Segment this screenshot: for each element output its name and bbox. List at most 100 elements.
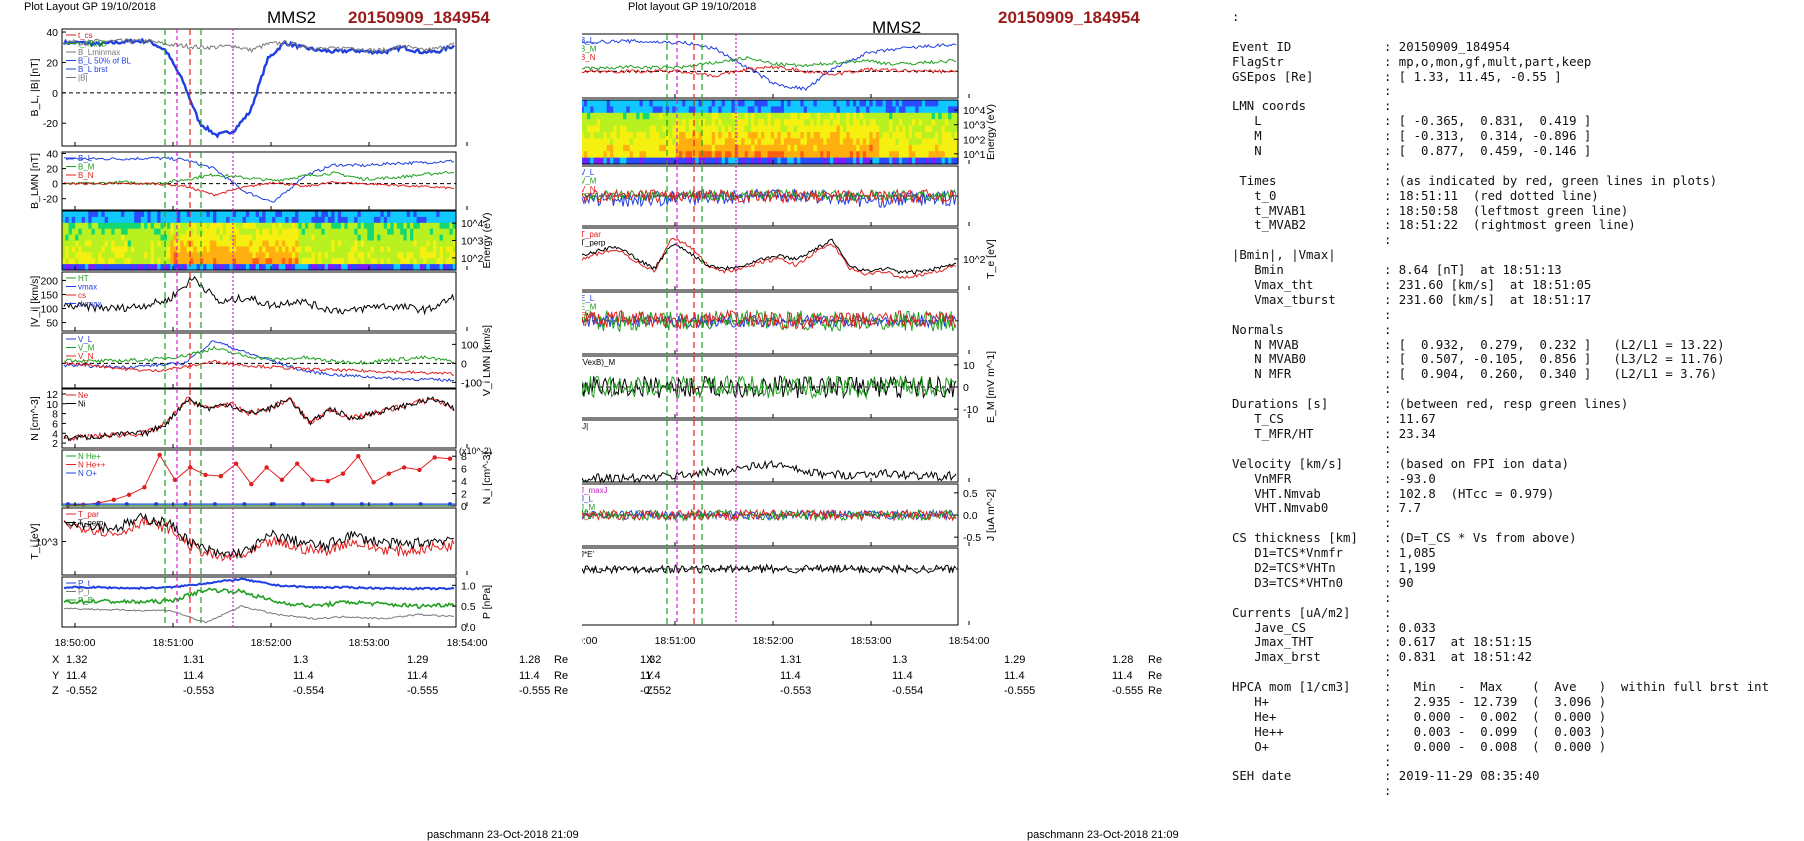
spectrogram-cell <box>698 100 703 107</box>
spectrogram-cell <box>114 228 119 236</box>
spectrogram-cell <box>75 211 80 218</box>
spectrogram-cell <box>582 144 585 152</box>
info-row: FlagStr: mp,o,mon,gf,mult,part,keep <box>1232 55 1769 70</box>
spectrogram-cell <box>288 234 293 242</box>
spectrogram-cell <box>829 138 834 146</box>
spectrogram-cell <box>872 100 877 107</box>
spectrogram-cell <box>718 138 723 146</box>
spectrogram-cell <box>688 151 693 159</box>
spectrogram-cell <box>327 258 332 265</box>
info-key: T_MFR/HT <box>1232 426 1314 441</box>
spectrogram-cell <box>127 222 132 230</box>
spectrogram-cell <box>912 157 916 165</box>
spectrogram-cell <box>869 125 874 133</box>
spectrogram-cell <box>111 240 116 247</box>
legend-label: V_N <box>78 352 94 361</box>
spectrogram-cell <box>879 112 884 120</box>
spectrogram-cell <box>646 144 650 152</box>
spectrogram-cell <box>419 216 424 224</box>
spectrogram-cell <box>925 144 930 152</box>
spectrogram-cell <box>715 106 719 114</box>
spectrogram-cell <box>396 228 401 236</box>
spectrogram-cell <box>357 222 362 230</box>
spectrogram-cell <box>65 222 70 230</box>
spectrogram-cell <box>167 216 171 224</box>
spectrogram-cell <box>334 228 339 236</box>
spectrogram-cell <box>160 246 165 253</box>
spectrogram-cell <box>797 119 801 127</box>
spectrogram-cell <box>669 112 673 120</box>
spectrogram-cell <box>327 264 332 271</box>
spectrogram-cell <box>84 222 89 230</box>
spectrogram-cell <box>741 144 746 152</box>
spectrogram-cell <box>646 119 650 127</box>
spectrogram-cell <box>242 252 247 259</box>
spectrogram-cell <box>659 106 664 114</box>
spectrogram-cell <box>203 240 208 247</box>
spectrogram-cell <box>170 246 175 253</box>
spectrogram-cell <box>816 157 821 165</box>
spectrogram-cell <box>183 222 188 230</box>
spectrogram-cell <box>318 234 322 242</box>
spectrogram-cell <box>347 252 352 259</box>
spectrogram-cell <box>219 258 224 265</box>
spectrogram-cell <box>593 132 598 139</box>
spectrogram-cell <box>944 125 949 133</box>
spectrogram-cell <box>606 132 611 139</box>
spectrogram-cell <box>331 222 336 230</box>
spectrogram-cell <box>836 144 841 152</box>
info-value: : 102.8 (HTcc = 0.979) <box>1384 486 1555 501</box>
spectrogram-cell <box>682 119 687 127</box>
spectrogram-cell <box>396 258 401 265</box>
spectrogram-cell <box>813 100 818 107</box>
spectrogram-cell <box>304 216 309 224</box>
info-key: D1=TCS*Vnmfr <box>1232 546 1344 561</box>
spectrogram-cell <box>889 106 893 114</box>
spectrogram-cell <box>91 252 96 259</box>
spectrogram-cell <box>783 119 788 127</box>
spectrogram-cell <box>173 264 178 271</box>
spectrogram-cell <box>71 211 76 218</box>
spectrogram-cell <box>715 132 719 139</box>
spectrogram-cell <box>816 112 821 120</box>
spectrogram-cell <box>442 252 447 259</box>
y-tick-label: 4 <box>461 476 467 488</box>
spectrogram-cell <box>655 132 660 139</box>
spectrogram-cell <box>954 132 959 139</box>
spectrogram-cell <box>180 252 185 259</box>
spectrogram-cell <box>327 252 332 259</box>
spectrogram-cell <box>613 125 618 133</box>
spectrogram-cell <box>98 234 102 242</box>
spectrogram-cell <box>252 228 257 236</box>
spectrogram-cell <box>948 157 953 165</box>
spectrogram-cell <box>193 228 198 236</box>
spectrogram-cell <box>406 258 411 265</box>
spectrogram-cell <box>711 144 716 152</box>
y-tick-label: 1.0 <box>461 580 476 592</box>
spectrogram-cell <box>117 234 122 242</box>
spectrogram-cell <box>442 228 447 236</box>
spectrogram-cell <box>843 157 847 165</box>
spectrogram-cell <box>288 228 293 236</box>
spectrogram-cell <box>770 144 775 152</box>
spectrogram-cell <box>931 100 936 107</box>
spectrogram-cell <box>249 211 254 218</box>
info-row: GSEpos [Re]: [ 1.33, 11.45, -0.55 ] <box>1232 70 1769 85</box>
spectrogram-cell <box>130 264 135 271</box>
spectrogram-cell <box>823 100 828 107</box>
spectrogram-cell <box>98 252 102 259</box>
info-row: : <box>1232 308 1769 323</box>
spectrogram-cell <box>609 157 614 165</box>
spectrogram-cell <box>334 211 339 218</box>
spectrogram-cell <box>387 240 391 247</box>
spectrogram-cell <box>770 138 775 146</box>
spectrogram-cell <box>609 144 614 152</box>
spectrogram-cell <box>186 216 191 224</box>
legend-label: V_M <box>78 344 95 353</box>
spectrogram-cell <box>688 132 693 139</box>
spectrogram-cell <box>777 100 782 107</box>
spectrogram-cell <box>196 222 201 230</box>
spectrogram-cell <box>71 246 76 253</box>
spectrogram-cell <box>767 144 772 152</box>
spectrogram-cell <box>816 144 821 152</box>
